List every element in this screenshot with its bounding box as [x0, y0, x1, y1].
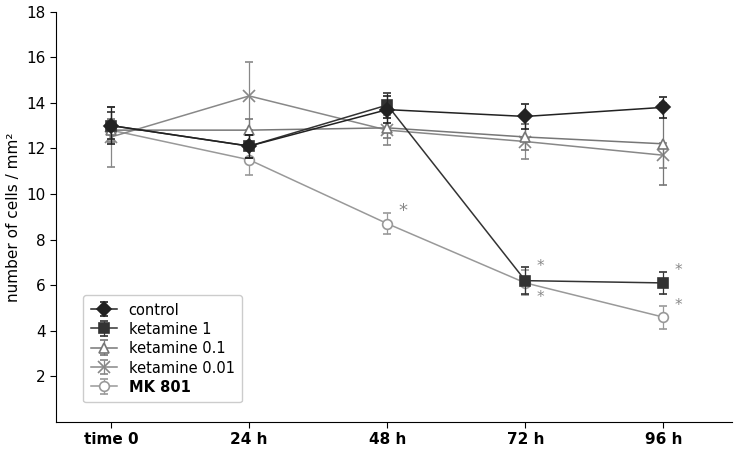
Legend: control, ketamine 1, ketamine 0.1, ketamine 0.01, MK 801: control, ketamine 1, ketamine 0.1, ketam… [83, 295, 242, 402]
Text: *: * [399, 202, 407, 220]
Text: *: * [675, 298, 682, 313]
Text: *: * [537, 290, 544, 305]
Y-axis label: number of cells / mm²: number of cells / mm² [6, 132, 21, 302]
Text: *: * [537, 260, 544, 275]
Text: *: * [675, 263, 682, 278]
